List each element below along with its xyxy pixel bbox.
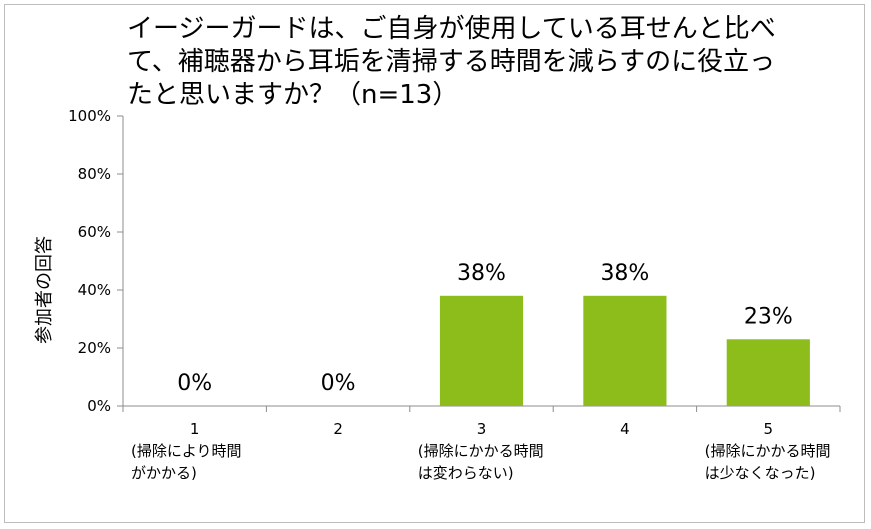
y-tick-label: 0%	[87, 397, 111, 415]
category-description: (掃除にかかる時間	[705, 442, 831, 460]
chart-frame	[4, 4, 865, 523]
data-label: 38%	[600, 261, 649, 286]
data-label: 0%	[321, 371, 356, 396]
bar	[439, 295, 524, 406]
chart-title: イージーガードは、ご自身が使用している耳せんと比べ て、補聴器から耳垢を清掃する…	[127, 14, 776, 110]
category-description: (掃除により時間	[131, 442, 242, 460]
category-number: 4	[620, 420, 630, 438]
data-labels: 0% 0% 38% 38% 23%	[177, 261, 793, 396]
chart-title-line-2: て、補聴器から耳垢を清掃する時間を減らすのに役立っ	[127, 47, 775, 77]
y-axis-label: 参加者の回答	[34, 236, 55, 344]
category-number: 5	[764, 420, 774, 438]
y-tick-label: 100%	[68, 107, 111, 125]
bar	[726, 339, 810, 406]
chart-title-line-3: たと思いますか？（n=13）	[127, 80, 458, 110]
data-label: 0%	[177, 371, 212, 396]
y-tick-label: 60%	[78, 223, 111, 241]
category-description: (掃除にかかる時間	[418, 442, 544, 460]
category-description: がかかる)	[131, 464, 197, 482]
data-label: 38%	[457, 261, 506, 286]
category-description: は少なくなった)	[705, 464, 816, 482]
category-description: は変わらない)	[418, 464, 514, 482]
y-tick-label: 20%	[78, 339, 111, 357]
category-number: 3	[477, 420, 487, 438]
category-number: 2	[333, 420, 343, 438]
y-tick-label: 40%	[78, 281, 111, 299]
bars	[439, 295, 810, 406]
y-ticks: 0% 20% 40% 60% 80% 100%	[68, 107, 123, 415]
data-label: 23%	[744, 304, 793, 329]
chart-title-line-1: イージーガードは、ご自身が使用している耳せんと比べ	[127, 14, 776, 44]
bar	[583, 295, 667, 406]
y-tick-label: 80%	[78, 165, 111, 183]
category-number: 1	[190, 420, 200, 438]
